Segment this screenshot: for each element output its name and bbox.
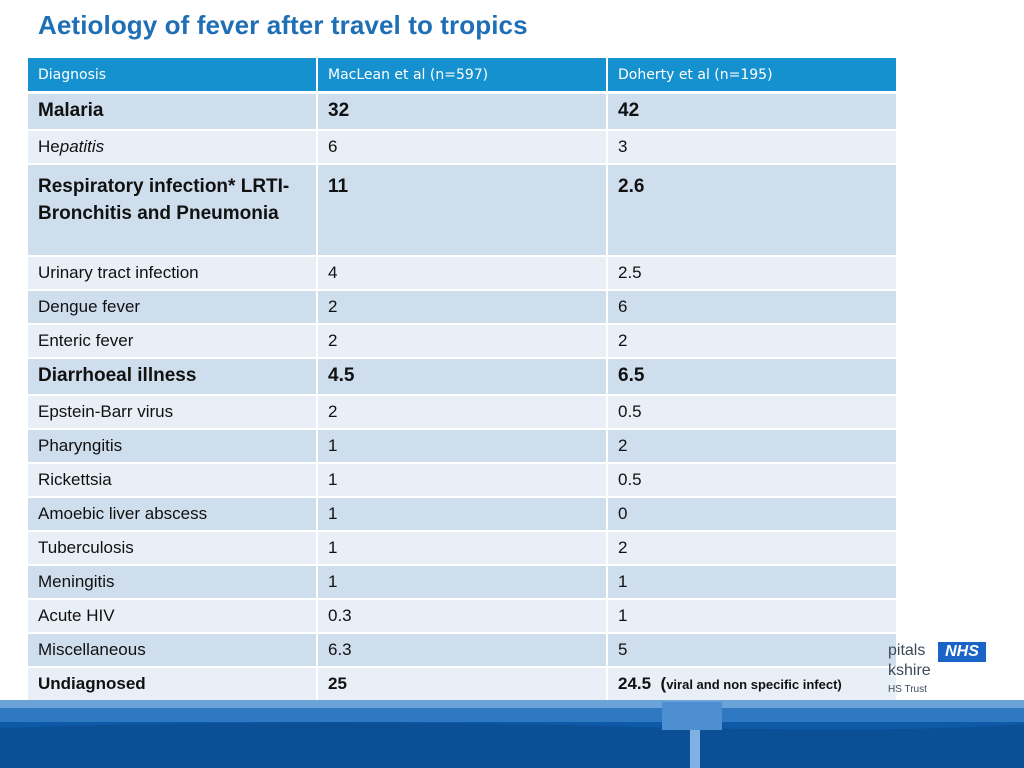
table-row: Malaria 32 42 bbox=[28, 91, 898, 130]
table-row: Diarrhoeal illness 4.5 6.5 bbox=[28, 356, 898, 395]
header-maclean: MacLean et al (n=597) bbox=[317, 58, 608, 93]
table-row: Hepatitis 6 3 bbox=[28, 128, 898, 164]
cell-diagnosis: Enteric fever bbox=[28, 322, 318, 358]
table-row: Respiratory infection* LRTI- Bronchitis … bbox=[28, 162, 898, 256]
table-row: Dengue fever 2 6 bbox=[28, 288, 898, 324]
doherty-note: viral and non specific infect) bbox=[666, 677, 842, 692]
cell-maclean: 1 bbox=[317, 495, 608, 531]
logo-text-line3: HS Trust bbox=[888, 684, 927, 695]
table-row: Rickettsia 1 0.5 bbox=[28, 461, 898, 497]
header-doherty: Doherty et al (n=195) bbox=[607, 58, 898, 93]
cell-diagnosis: Acute HIV bbox=[28, 597, 318, 633]
cell-doherty: 2 bbox=[607, 322, 898, 358]
cell-doherty: 2 bbox=[607, 529, 898, 565]
cell-diagnosis: Urinary tract infection bbox=[28, 254, 318, 290]
table-row: Miscellaneous 6.3 5 bbox=[28, 631, 898, 667]
cell-doherty: 24.5 (viral and non specific infect) bbox=[607, 665, 898, 701]
diagnosis-prefix: He bbox=[38, 136, 60, 156]
cell-maclean: 4.5 bbox=[317, 356, 608, 395]
slide-title: Aetiology of fever after travel to tropi… bbox=[38, 10, 528, 40]
cell-doherty: 6.5 bbox=[607, 356, 898, 395]
cell-maclean: 1 bbox=[317, 461, 608, 497]
cell-diagnosis: Pharyngitis bbox=[28, 427, 318, 463]
cell-doherty: 0.5 bbox=[607, 393, 898, 429]
cell-diagnosis: Undiagnosed bbox=[28, 665, 318, 701]
table-row: Epstein-Barr virus 2 0.5 bbox=[28, 393, 898, 429]
table-row: Enteric fever 2 2 bbox=[28, 322, 898, 358]
table-row: Pharyngitis 1 2 bbox=[28, 427, 898, 463]
cell-maclean: 1 bbox=[317, 563, 608, 599]
logo-text-line2: kshire bbox=[888, 662, 931, 679]
table-row: Urinary tract infection 4 2.5 bbox=[28, 254, 898, 290]
doherty-value: 24.5 ( bbox=[618, 674, 667, 693]
cell-maclean: 6 bbox=[317, 128, 608, 164]
cell-doherty: 2 bbox=[607, 427, 898, 463]
cell-doherty: 5 bbox=[607, 631, 898, 667]
cell-doherty: 1 bbox=[607, 563, 898, 599]
cell-doherty: 2.5 bbox=[607, 254, 898, 290]
cell-diagnosis: Rickettsia bbox=[28, 461, 318, 497]
cell-diagnosis: Miscellaneous bbox=[28, 631, 318, 667]
cell-doherty: 0 bbox=[607, 495, 898, 531]
table-header-row: Diagnosis MacLean et al (n=597) Doherty … bbox=[28, 58, 898, 93]
cell-doherty: 3 bbox=[607, 128, 898, 164]
table-row: Acute HIV 0.3 1 bbox=[28, 597, 898, 633]
cell-doherty: 0.5 bbox=[607, 461, 898, 497]
logo-text-line1: pitals bbox=[888, 642, 926, 659]
cell-maclean: 2 bbox=[317, 393, 608, 429]
cell-maclean: 2 bbox=[317, 288, 608, 324]
nhs-trust-logo: pitals NHS kshire HS Trust bbox=[858, 640, 988, 696]
cell-maclean: 6.3 bbox=[317, 631, 608, 667]
header-diagnosis: Diagnosis bbox=[28, 58, 318, 93]
table-row: Tuberculosis 1 2 bbox=[28, 529, 898, 565]
cell-diagnosis: Amoebic liver abscess bbox=[28, 495, 318, 531]
cell-maclean: 1 bbox=[317, 529, 608, 565]
cell-maclean: 1 bbox=[317, 427, 608, 463]
cell-diagnosis: Tuberculosis bbox=[28, 529, 318, 565]
cell-maclean: 2 bbox=[317, 322, 608, 358]
cell-diagnosis: Respiratory infection* LRTI- Bronchitis … bbox=[28, 162, 318, 256]
cell-doherty: 6 bbox=[607, 288, 898, 324]
cell-maclean: 0.3 bbox=[317, 597, 608, 633]
cell-doherty: 42 bbox=[607, 91, 898, 130]
cell-diagnosis: Hepatitis bbox=[28, 128, 318, 164]
cell-doherty: 2.6 bbox=[607, 162, 898, 256]
cell-maclean: 4 bbox=[317, 254, 608, 290]
table-row: Meningitis 1 1 bbox=[28, 563, 898, 599]
table-row: Undiagnosed 25 24.5 (viral and non speci… bbox=[28, 665, 898, 701]
cell-doherty: 1 bbox=[607, 597, 898, 633]
diagnosis-italic: patitis bbox=[59, 136, 105, 156]
cell-diagnosis: Meningitis bbox=[28, 563, 318, 599]
cell-diagnosis: Diarrhoeal illness bbox=[28, 356, 318, 395]
cell-diagnosis: Dengue fever bbox=[28, 288, 318, 324]
nhs-badge: NHS bbox=[938, 642, 986, 662]
cell-diagnosis: Epstein-Barr virus bbox=[28, 393, 318, 429]
cell-maclean: 32 bbox=[317, 91, 608, 130]
cell-maclean: 11 bbox=[317, 162, 608, 256]
footer-wave-band bbox=[0, 700, 1024, 768]
table-row: Amoebic liver abscess 1 0 bbox=[28, 495, 898, 531]
fever-aetiology-table: Diagnosis MacLean et al (n=597) Doherty … bbox=[28, 58, 898, 701]
cell-maclean: 25 bbox=[317, 665, 608, 701]
cell-diagnosis: Malaria bbox=[28, 91, 318, 130]
